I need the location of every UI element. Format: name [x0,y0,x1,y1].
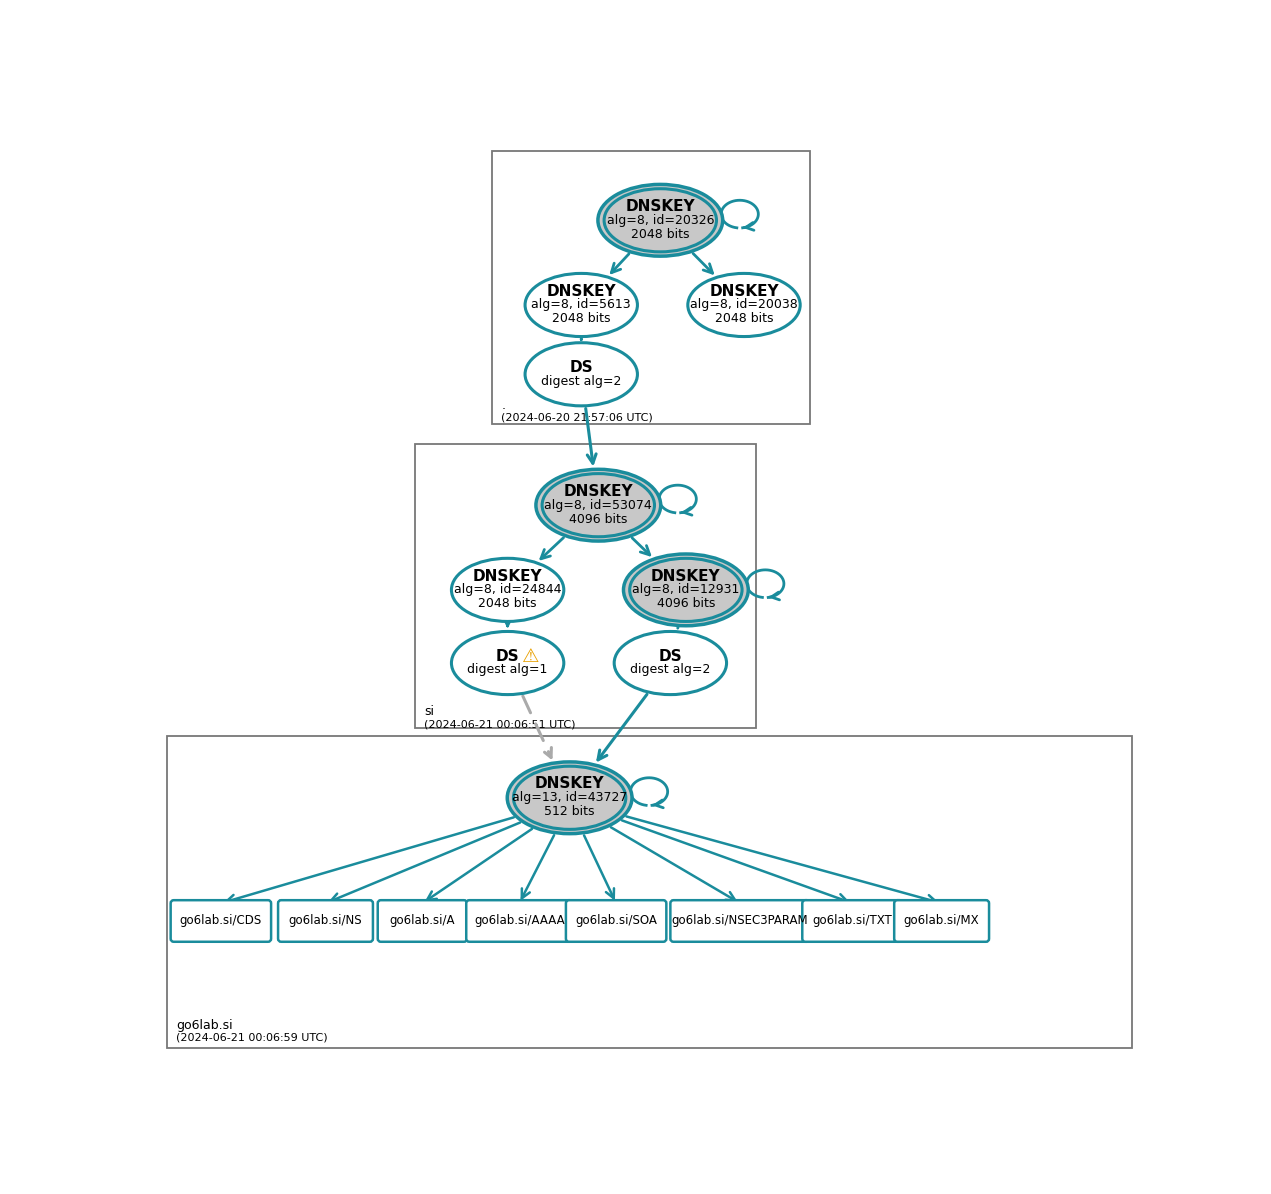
Text: go6lab.si/CDS: go6lab.si/CDS [179,915,262,928]
Text: DS: DS [496,648,520,664]
Text: 512 bits: 512 bits [544,805,595,818]
Text: 2048 bits: 2048 bits [630,228,690,241]
Text: go6lab.si/SOA: go6lab.si/SOA [576,915,657,928]
Text: DNSKEY: DNSKEY [563,484,633,499]
Bar [492,150,810,424]
Text: go6lab.si/MX: go6lab.si/MX [904,915,980,928]
FancyBboxPatch shape [377,900,466,942]
Ellipse shape [597,184,723,257]
Text: go6lab.si: go6lab.si [175,1018,233,1032]
Text: DNSKEY: DNSKEY [547,284,616,298]
Ellipse shape [536,469,661,541]
Text: go6lab.si/NS: go6lab.si/NS [289,915,362,928]
Text: go6lab.si/TXT: go6lab.si/TXT [812,915,892,928]
Text: DNSKEY: DNSKEY [651,568,721,584]
Text: alg=8, id=5613: alg=8, id=5613 [531,298,632,312]
Text: DS: DS [658,648,683,664]
Text: digest alg=2: digest alg=2 [630,664,710,677]
Ellipse shape [451,559,564,621]
FancyBboxPatch shape [170,900,271,942]
Bar [414,444,756,728]
Text: DNSKEY: DNSKEY [625,199,695,214]
Text: 4096 bits: 4096 bits [569,512,628,525]
Ellipse shape [629,559,742,621]
Text: go6lab.si/A: go6lab.si/A [390,915,455,928]
Ellipse shape [543,474,655,537]
Ellipse shape [525,273,638,337]
Text: go6lab.si/NSEC3PARAM: go6lab.si/NSEC3PARAM [672,915,808,928]
Text: 2048 bits: 2048 bits [714,313,773,325]
Text: 4096 bits: 4096 bits [657,597,716,610]
Text: 2048 bits: 2048 bits [552,313,610,325]
Text: alg=8, id=53074: alg=8, id=53074 [544,499,652,512]
Text: alg=8, id=20326: alg=8, id=20326 [606,214,714,227]
Text: alg=13, id=43727: alg=13, id=43727 [512,792,628,805]
Ellipse shape [525,343,638,406]
Ellipse shape [513,767,625,830]
FancyBboxPatch shape [670,900,810,942]
FancyBboxPatch shape [278,900,372,942]
Text: DNSKEY: DNSKEY [535,776,605,792]
Text: (2024-06-20 21:57:06 UTC): (2024-06-20 21:57:06 UTC) [502,413,653,423]
Text: (2024-06-21 00:06:51 UTC): (2024-06-21 00:06:51 UTC) [425,719,576,730]
Ellipse shape [688,273,801,337]
FancyBboxPatch shape [802,900,902,942]
Text: .: . [502,399,506,412]
Ellipse shape [614,632,727,695]
Bar [167,737,1131,1048]
Text: alg=8, id=24844: alg=8, id=24844 [454,584,562,596]
Text: (2024-06-21 00:06:59 UTC): (2024-06-21 00:06:59 UTC) [175,1033,328,1042]
Text: alg=8, id=12931: alg=8, id=12931 [632,584,740,596]
Text: digest alg=2: digest alg=2 [541,375,622,388]
Ellipse shape [604,189,717,252]
Text: DS: DS [569,359,594,375]
Ellipse shape [451,632,564,695]
FancyBboxPatch shape [466,900,572,942]
Text: DNSKEY: DNSKEY [473,568,543,584]
Ellipse shape [624,554,749,626]
Text: 2048 bits: 2048 bits [478,597,536,610]
Ellipse shape [507,762,632,833]
Text: DNSKEY: DNSKEY [709,284,779,298]
FancyBboxPatch shape [895,900,989,942]
Text: alg=8, id=20038: alg=8, id=20038 [690,298,798,312]
Text: go6lab.si/AAAA: go6lab.si/AAAA [474,915,564,928]
FancyBboxPatch shape [566,900,666,942]
Text: digest alg=1: digest alg=1 [468,664,548,677]
Text: ⚠: ⚠ [522,647,540,666]
Text: si: si [425,706,433,719]
